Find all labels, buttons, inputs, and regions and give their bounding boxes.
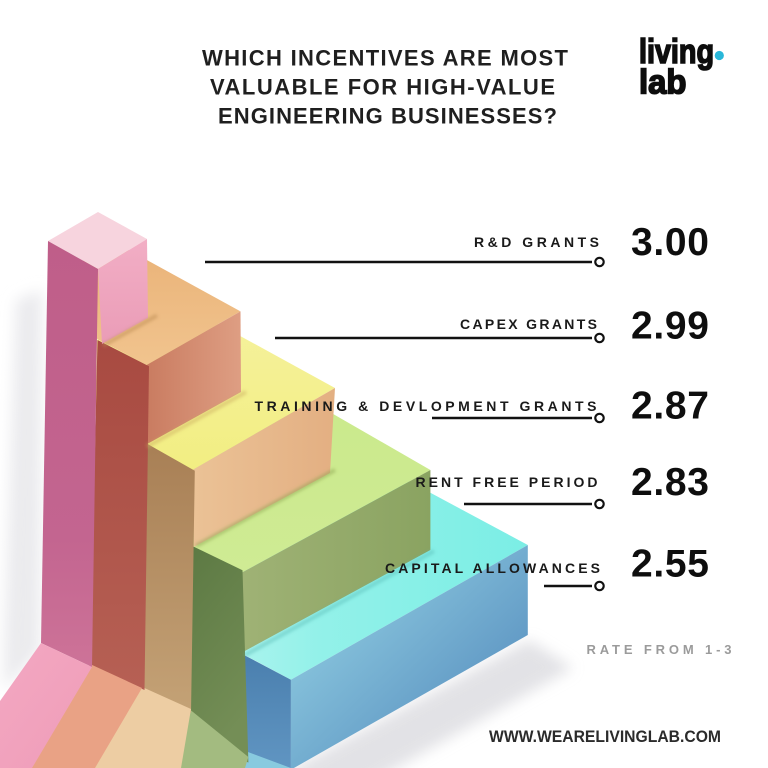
svg-text:CAPITAL ALLOWANCES: CAPITAL ALLOWANCES	[385, 560, 600, 576]
svg-text:RENT FREE PERIOD: RENT FREE PERIOD	[416, 474, 598, 490]
svg-text:3.00: 3.00	[631, 221, 709, 264]
svg-text:2.83: 2.83	[631, 461, 709, 504]
svg-text:2.99: 2.99	[631, 305, 709, 348]
svg-text:lab: lab	[639, 64, 687, 102]
svg-text:VALUABLE FOR HIGH-VALUE: VALUABLE FOR HIGH-VALUE	[210, 75, 555, 100]
svg-text:ENGINEERING BUSINESSES?: ENGINEERING BUSINESSES?	[218, 103, 557, 128]
svg-text:2.87: 2.87	[631, 385, 709, 428]
svg-text:CAPEX GRANTS: CAPEX GRANTS	[460, 316, 597, 332]
svg-text:2.55: 2.55	[631, 543, 709, 586]
svg-text:WHICH INCENTIVES ARE MOST: WHICH INCENTIVES ARE MOST	[202, 46, 569, 71]
svg-text:R&D GRANTS: R&D GRANTS	[474, 234, 599, 250]
svg-text:living: living	[639, 33, 714, 71]
svg-text:WWW.WEARELIVINGLAB.COM: WWW.WEARELIVINGLAB.COM	[489, 728, 721, 746]
